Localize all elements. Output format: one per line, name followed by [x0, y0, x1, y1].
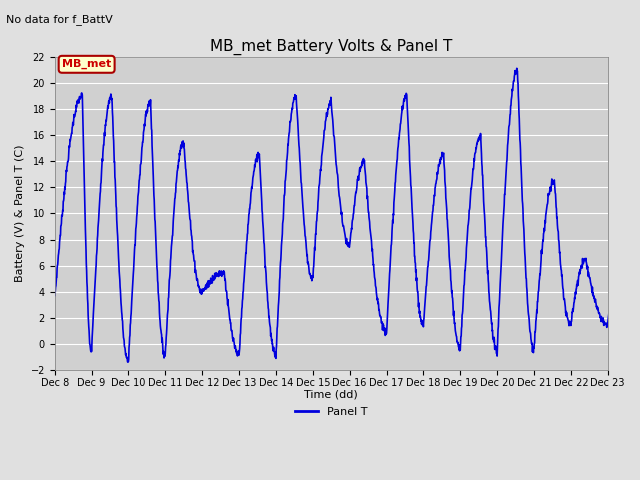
X-axis label: Time (dd): Time (dd) [305, 389, 358, 399]
Text: MB_met: MB_met [62, 59, 111, 70]
Legend: Panel T: Panel T [291, 403, 371, 421]
Text: No data for f_BattV: No data for f_BattV [6, 14, 113, 25]
Y-axis label: Battery (V) & Panel T (C): Battery (V) & Panel T (C) [15, 145, 25, 282]
Title: MB_met Battery Volts & Panel T: MB_met Battery Volts & Panel T [210, 39, 452, 55]
